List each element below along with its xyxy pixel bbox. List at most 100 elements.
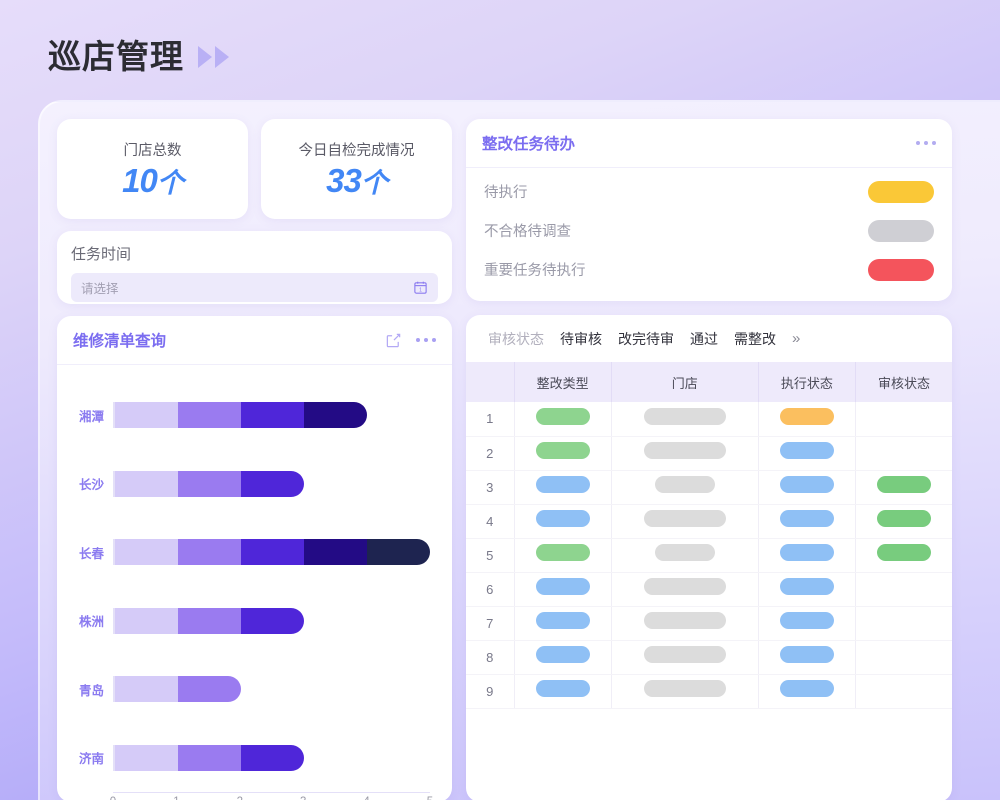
table-cell[interactable] <box>758 674 857 709</box>
table-cell[interactable] <box>611 538 759 573</box>
todo-label: 待执行 <box>484 185 528 201</box>
bar-stack[interactable] <box>115 607 304 634</box>
table-cell[interactable] <box>758 572 857 607</box>
todo-row[interactable]: 不合格待调查 <box>484 211 934 250</box>
bar-stack[interactable] <box>115 676 241 703</box>
filter-tab-pending-review[interactable]: 待审核 <box>560 330 602 347</box>
table-column-header[interactable]: 审核状态 <box>855 362 952 402</box>
table-cell[interactable] <box>758 470 857 505</box>
bar-stack[interactable] <box>115 402 367 429</box>
table-column-header[interactable]: 执行状态 <box>758 362 857 402</box>
bar-chart-row[interactable]: 青岛 <box>65 655 430 724</box>
bar-segment <box>115 744 178 771</box>
table-cell[interactable] <box>611 470 759 505</box>
todo-status-badge <box>868 180 934 203</box>
table-row[interactable]: 8 <box>466 640 952 675</box>
table-row[interactable]: 9 <box>466 674 952 709</box>
more-dots-icon[interactable] <box>916 141 936 145</box>
table-cell[interactable] <box>855 436 952 471</box>
task-time-label: 任务时间 <box>71 246 132 263</box>
table-column-header[interactable]: 门店 <box>611 362 759 402</box>
cell-placeholder-pill <box>535 578 590 595</box>
table-cell[interactable] <box>758 402 857 437</box>
table-cell[interactable] <box>611 402 759 437</box>
bar-segment <box>115 402 178 429</box>
table-cell[interactable] <box>855 402 952 437</box>
bar-chart-row[interactable]: 长沙 <box>65 450 430 519</box>
filter-tab-needs-rectification[interactable]: 需整改 <box>734 330 776 347</box>
table-cell[interactable] <box>611 674 759 709</box>
bar-stack[interactable] <box>115 539 430 566</box>
table-cell[interactable] <box>758 538 857 573</box>
table-cell[interactable] <box>611 436 759 471</box>
table-cell[interactable] <box>855 606 952 641</box>
bar-segment <box>178 539 241 566</box>
share-export-icon[interactable] <box>385 332 402 349</box>
table-cell[interactable] <box>514 470 612 505</box>
cell-placeholder-pill <box>535 680 590 697</box>
todo-row[interactable]: 重要任务待执行 <box>484 250 934 289</box>
table-row[interactable]: 3 <box>466 470 952 505</box>
table-cell[interactable] <box>611 640 759 675</box>
table-cell[interactable] <box>855 572 952 607</box>
bar-chart-row[interactable]: 湘潭 <box>65 381 430 450</box>
cell-placeholder-pill <box>643 442 726 459</box>
table-cell[interactable] <box>758 606 857 641</box>
bar-stack[interactable] <box>115 744 304 771</box>
table-cell[interactable] <box>514 674 612 709</box>
table-cell[interactable] <box>855 538 952 573</box>
more-dots-icon[interactable] <box>416 338 436 342</box>
x-tick-label: 5 <box>427 796 433 800</box>
bar-chart-row[interactable]: 长春 <box>65 518 430 587</box>
bar-chart-row[interactable]: 济南 <box>65 724 430 793</box>
table-cell[interactable] <box>758 436 857 471</box>
todo-label: 不合格待调查 <box>484 224 571 240</box>
table-cell[interactable] <box>514 538 612 573</box>
filter-tab-fixed-pending-review[interactable]: 改完待审 <box>618 330 674 347</box>
bar-chart-row[interactable]: 株洲 <box>65 587 430 656</box>
table-cell[interactable] <box>611 572 759 607</box>
table-cell[interactable] <box>611 504 759 539</box>
stat-number: 10 <box>122 161 158 199</box>
table-cell[interactable] <box>514 640 612 675</box>
row-index: 6 <box>466 572 515 607</box>
table-cell[interactable] <box>514 402 612 437</box>
table-row[interactable]: 6 <box>466 572 952 607</box>
table-row[interactable]: 4 <box>466 504 952 539</box>
stat-card-store-total[interactable]: 门店总数 10个 <box>57 119 248 219</box>
table-row[interactable]: 2 <box>466 436 952 471</box>
table-row[interactable]: 5 <box>466 538 952 573</box>
table-cell[interactable] <box>758 504 857 539</box>
table-cell[interactable] <box>855 640 952 675</box>
task-time-input[interactable]: 请选择 <box>81 282 119 296</box>
table-row[interactable]: 1 <box>466 402 952 437</box>
stat-value: 10个 <box>122 161 184 200</box>
table-column-header[interactable]: 整改类型 <box>514 362 612 402</box>
todo-status-badge <box>868 219 934 242</box>
table-cell[interactable] <box>514 504 612 539</box>
cell-placeholder-pill <box>779 407 834 425</box>
filter-tab-passed[interactable]: 通过 <box>690 330 718 347</box>
stat-card-today-selfcheck[interactable]: 今日自检完成情况 33个 <box>261 119 452 219</box>
table-cell[interactable] <box>514 606 612 641</box>
stat-value: 33个 <box>326 161 388 200</box>
x-tick-label: 1 <box>173 796 179 800</box>
row-index: 5 <box>466 538 515 573</box>
right-column: 整改任务待办 待执行 不合格待调查 重要任务待执行 审核状态 待审核 改完待审 通过… <box>466 119 952 800</box>
table-cell[interactable] <box>855 504 952 539</box>
table-cell[interactable] <box>514 436 612 471</box>
table-cell[interactable] <box>855 674 952 709</box>
table-cell[interactable] <box>855 470 952 505</box>
table-row[interactable]: 7 <box>466 606 952 641</box>
cell-placeholder-pill <box>779 544 834 561</box>
bar-segment <box>241 539 304 566</box>
todo-row[interactable]: 待执行 <box>484 172 934 211</box>
bar-stack[interactable] <box>115 470 304 497</box>
bar-segment <box>178 402 241 429</box>
calendar-icon[interactable]: 1 <box>413 280 428 295</box>
table-cell[interactable] <box>514 572 612 607</box>
filter-expand-icon[interactable]: » <box>792 330 801 347</box>
table-cell[interactable] <box>758 640 857 675</box>
task-time-picker[interactable]: 请选择 1 <box>71 273 438 302</box>
table-cell[interactable] <box>611 606 759 641</box>
